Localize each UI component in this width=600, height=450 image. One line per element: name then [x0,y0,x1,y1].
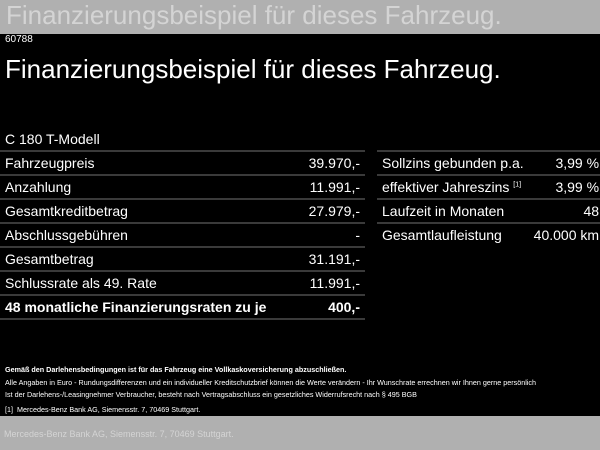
row-value: 3,99 % [528,150,600,175]
row-label: Fahrzeugpreis [0,150,298,175]
vehicle-code: 60788 [5,34,33,45]
page-title: Finanzierungsbeispiel für dieses Fahrzeu… [5,54,501,84]
label-text: effektiver Jahreszins [382,179,510,195]
row-label: Abschlussgebühren [0,222,298,247]
row-value: 40.000 km [528,222,600,246]
financing-panel: 60788 Finanzierungsbeispiel für dieses F… [0,34,600,416]
row-label: Gesamtlaufleistung [377,222,529,246]
row-label: Sollzins gebunden p.a. [377,150,529,175]
footnote: [1] Mercedes-Benz Bank AG, Siemensstr. 7… [5,404,595,417]
row-label: Schlussrate als 49. Rate [0,270,298,295]
row-value: 400,- [297,294,365,320]
background-ghost-title: Finanzierungsbeispiel für dieses Fahrzeu… [6,0,502,30]
table-row: Schlussrate als 49. Rate 11.991,- [0,270,365,295]
table-row: effektiver Jahreszins [1] 3,99 % [377,174,600,199]
row-value: 39.970,- [297,150,365,175]
row-value: 31.191,- [297,246,365,271]
table-row: Gesamtbetrag 31.191,- [0,246,365,271]
row-label: Gesamtkreditbetrag [0,198,298,223]
model-name: C 180 T-Modell [5,131,100,147]
footnote-mark: [1] [5,404,13,414]
euro-note: Alle Angaben in Euro - Rundungsdifferenz… [5,377,536,387]
row-label: Anzahlung [0,174,298,199]
table-row: Gesamtlaufleistung 40.000 km [377,222,600,246]
insurance-note: Gemäß den Darlehensbedingungen ist für d… [5,365,347,374]
table-row: Anzahlung 11.991,- [0,174,365,199]
row-label: 48 monatliche Finanzierungsraten zu je [0,294,298,320]
row-value: - [297,222,365,247]
table-row: Abschlussgebühren - [0,222,365,247]
table-row: Gesamtkreditbetrag 27.979,- [0,198,365,223]
background-ghost-footnote: Mercedes-Benz Bank AG, Siemensstr. 7, 70… [4,429,234,439]
table-row: Laufzeit in Monaten 48 [377,198,600,223]
row-value: 27.979,- [297,198,365,223]
financing-table: Fahrzeugpreis 39.970,- Anzahlung 11.991,- … [0,150,365,320]
row-value: 11.991,- [297,270,365,295]
table-row: Fahrzeugpreis 39.970,- [0,150,365,175]
interest-table: Sollzins gebunden p.a. 3,99 % effektiver … [377,150,600,246]
table-row: Sollzins gebunden p.a. 3,99 % [377,150,600,175]
row-label: Laufzeit in Monaten [377,198,529,223]
footnote-text: Mercedes-Benz Bank AG, Siemensstr. 7, 70… [17,404,201,414]
row-value: 48 [528,198,600,223]
legal-notes: Gemäß den Darlehensbedingungen ist für d… [5,364,595,416]
row-label: effektiver Jahreszins [1] [377,174,529,199]
row-label: Gesamtbetrag [0,246,298,271]
row-value: 11.991,- [297,174,365,199]
revocation-note: Ist der Darlehens-/Leasingnehmer Verbrau… [5,390,417,399]
monthly-rate-row: 48 monatliche Finanzierungsraten zu je 40… [0,294,365,320]
footnote-ref: [1] [513,181,522,189]
row-value: 3,99 % [528,174,600,199]
